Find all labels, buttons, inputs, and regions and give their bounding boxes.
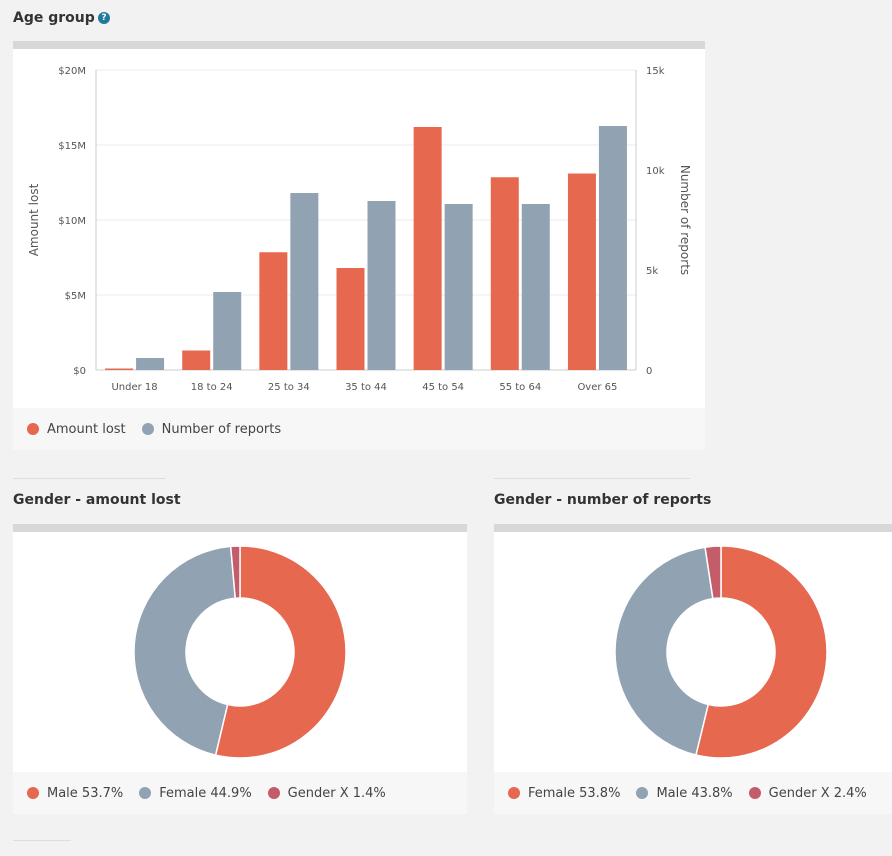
x-tick-label: 25 to 34 [268, 382, 310, 393]
bar-amount-lost [182, 350, 211, 370]
age-chart-panel: $0 $5M $10M $15M $20M 0 5k 10k 15k Amount lost Num… [13, 41, 705, 450]
slice-gender-x [704, 545, 722, 600]
bar-number-of-reports [367, 201, 396, 370]
gender-reports-donut [614, 545, 828, 759]
legend-dot-gender-x [267, 787, 280, 799]
bar-amount-lost [336, 268, 365, 370]
bar-number-of-reports [444, 204, 473, 370]
x-tick-label: 45 to 54 [422, 382, 464, 393]
legend-dot-male [636, 787, 649, 799]
y-tick-label-right: 15k [646, 66, 665, 77]
y-tick-label-right: 0 [646, 366, 652, 377]
y-tick-label-left: $5M [65, 291, 86, 302]
bar-number-of-reports [521, 204, 550, 370]
legend-dot-female [139, 787, 152, 799]
legend-item-amount-lost[interactable]: Amount lost [27, 422, 126, 437]
legend-label: Gender X 1.4% [287, 785, 386, 801]
help-icon[interactable]: ? [98, 12, 110, 24]
legend-dot-gender-x [748, 787, 761, 799]
slice-female [133, 545, 237, 757]
slice-female [695, 545, 828, 759]
legend-item-gender-x[interactable]: Gender X 1.4% [267, 785, 386, 801]
bar-number-of-reports [598, 126, 627, 370]
x-tick-label: 35 to 44 [345, 382, 387, 393]
age-chart-legend: Amount lost Number of reports [13, 408, 705, 450]
x-tick-label: 18 to 24 [191, 382, 233, 393]
legend-item-female[interactable]: Female 53.8% [508, 786, 620, 801]
legend-dot-amount [27, 423, 39, 435]
bar-amount-lost [259, 252, 288, 370]
legend-dot-female [508, 787, 520, 799]
age-group-title: Age group [13, 10, 95, 26]
slice-gender-x [229, 545, 241, 600]
legend-item-female[interactable]: Female 44.9% [139, 785, 252, 801]
y-tick-label-left: $0 [73, 366, 86, 377]
legend-label: Amount lost [47, 421, 126, 437]
gender-reports-legend: Female 53.8% Male 43.8% Gender X 2.4% [494, 772, 892, 814]
legend-dot-reports [141, 423, 154, 435]
y-axis-title-left: Amount lost [27, 183, 41, 256]
bar-number-of-reports [290, 193, 319, 370]
gender-reports-panel: Female 53.8% Male 43.8% Gender X 2.4% [494, 524, 892, 814]
legend-label: Male 43.8% [656, 785, 733, 801]
slice-male [614, 546, 714, 756]
y-tick-label-left: $20M [58, 66, 86, 77]
gender-amount-title: Gender - amount lost [13, 492, 181, 508]
gender-amount-donut [133, 545, 347, 759]
legend-label: Gender X 2.4% [768, 785, 867, 801]
legend-label: Female 44.9% [159, 785, 252, 801]
y-tick-label-left: $15M [58, 141, 86, 152]
bar-number-of-reports [136, 358, 165, 370]
bar-amount-lost [567, 173, 596, 370]
y-tick-label-left: $10M [58, 216, 86, 227]
bar-number-of-reports [213, 292, 242, 370]
slice-male [214, 545, 347, 759]
bar-amount-lost [105, 368, 134, 370]
x-tick-label: Over 65 [577, 382, 617, 393]
x-tick-label: Under 18 [111, 382, 157, 393]
legend-item-gender-x[interactable]: Gender X 2.4% [748, 785, 867, 801]
legend-item-number-of-reports[interactable]: Number of reports [141, 421, 282, 437]
divider [494, 478, 690, 479]
legend-label: Number of reports [161, 421, 282, 437]
divider [13, 478, 165, 479]
legend-item-male[interactable]: Male 43.8% [636, 785, 733, 801]
x-tick-label: 55 to 64 [499, 382, 541, 393]
y-axis-title-right: Number of reports [678, 165, 692, 275]
y-tick-label-right: 5k [646, 266, 658, 277]
y-tick-label-right: 10k [646, 166, 665, 177]
legend-item-male[interactable]: Male 53.7% [27, 786, 123, 801]
gender-amount-panel: Male 53.7% Female 44.9% Gender X 1.4% [13, 524, 467, 814]
legend-label: Male 53.7% [47, 785, 124, 801]
age-bar-chart: $0 $5M $10M $15M $20M 0 5k 10k 15k Amount lost Num… [27, 66, 692, 393]
gender-amount-legend: Male 53.7% Female 44.9% Gender X 1.4% [13, 772, 467, 814]
bar-amount-lost [490, 177, 519, 370]
bar-amount-lost [413, 127, 442, 370]
legend-label: Female 53.8% [528, 785, 621, 801]
legend-dot-male [27, 787, 39, 799]
divider [13, 840, 71, 841]
gender-reports-title: Gender - number of reports [494, 492, 712, 508]
